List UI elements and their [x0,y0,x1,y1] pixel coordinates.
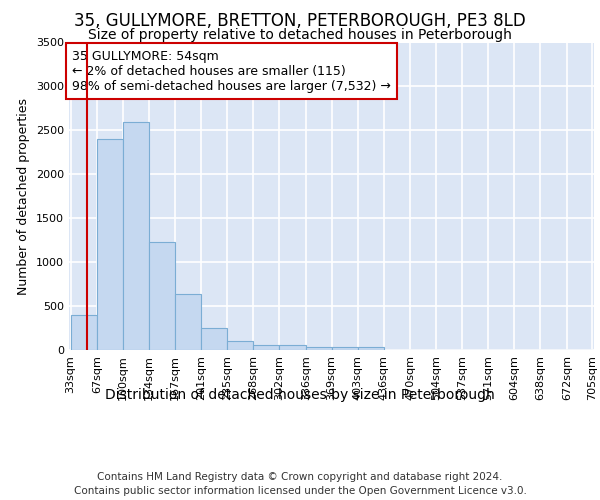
Text: Distribution of detached houses by size in Peterborough: Distribution of detached houses by size … [105,388,495,402]
Bar [253,345,280,350]
Bar [306,348,331,350]
Bar [175,294,201,350]
Text: Contains public sector information licensed under the Open Government Licence v3: Contains public sector information licen… [74,486,526,496]
Bar [97,139,122,350]
Bar [358,348,383,350]
Bar [149,242,175,350]
Bar [331,348,358,350]
Text: 35, GULLYMORE, BRETTON, PETERBOROUGH, PE3 8LD: 35, GULLYMORE, BRETTON, PETERBOROUGH, PE… [74,12,526,30]
Bar [71,315,97,350]
Bar [201,328,227,350]
Text: Size of property relative to detached houses in Peterborough: Size of property relative to detached ho… [88,28,512,42]
Y-axis label: Number of detached properties: Number of detached properties [17,98,31,294]
Bar [227,341,253,350]
Bar [280,345,306,350]
Text: Contains HM Land Registry data © Crown copyright and database right 2024.: Contains HM Land Registry data © Crown c… [97,472,503,482]
Bar [122,122,149,350]
Text: 35 GULLYMORE: 54sqm
← 2% of detached houses are smaller (115)
98% of semi-detach: 35 GULLYMORE: 54sqm ← 2% of detached hou… [72,50,391,92]
